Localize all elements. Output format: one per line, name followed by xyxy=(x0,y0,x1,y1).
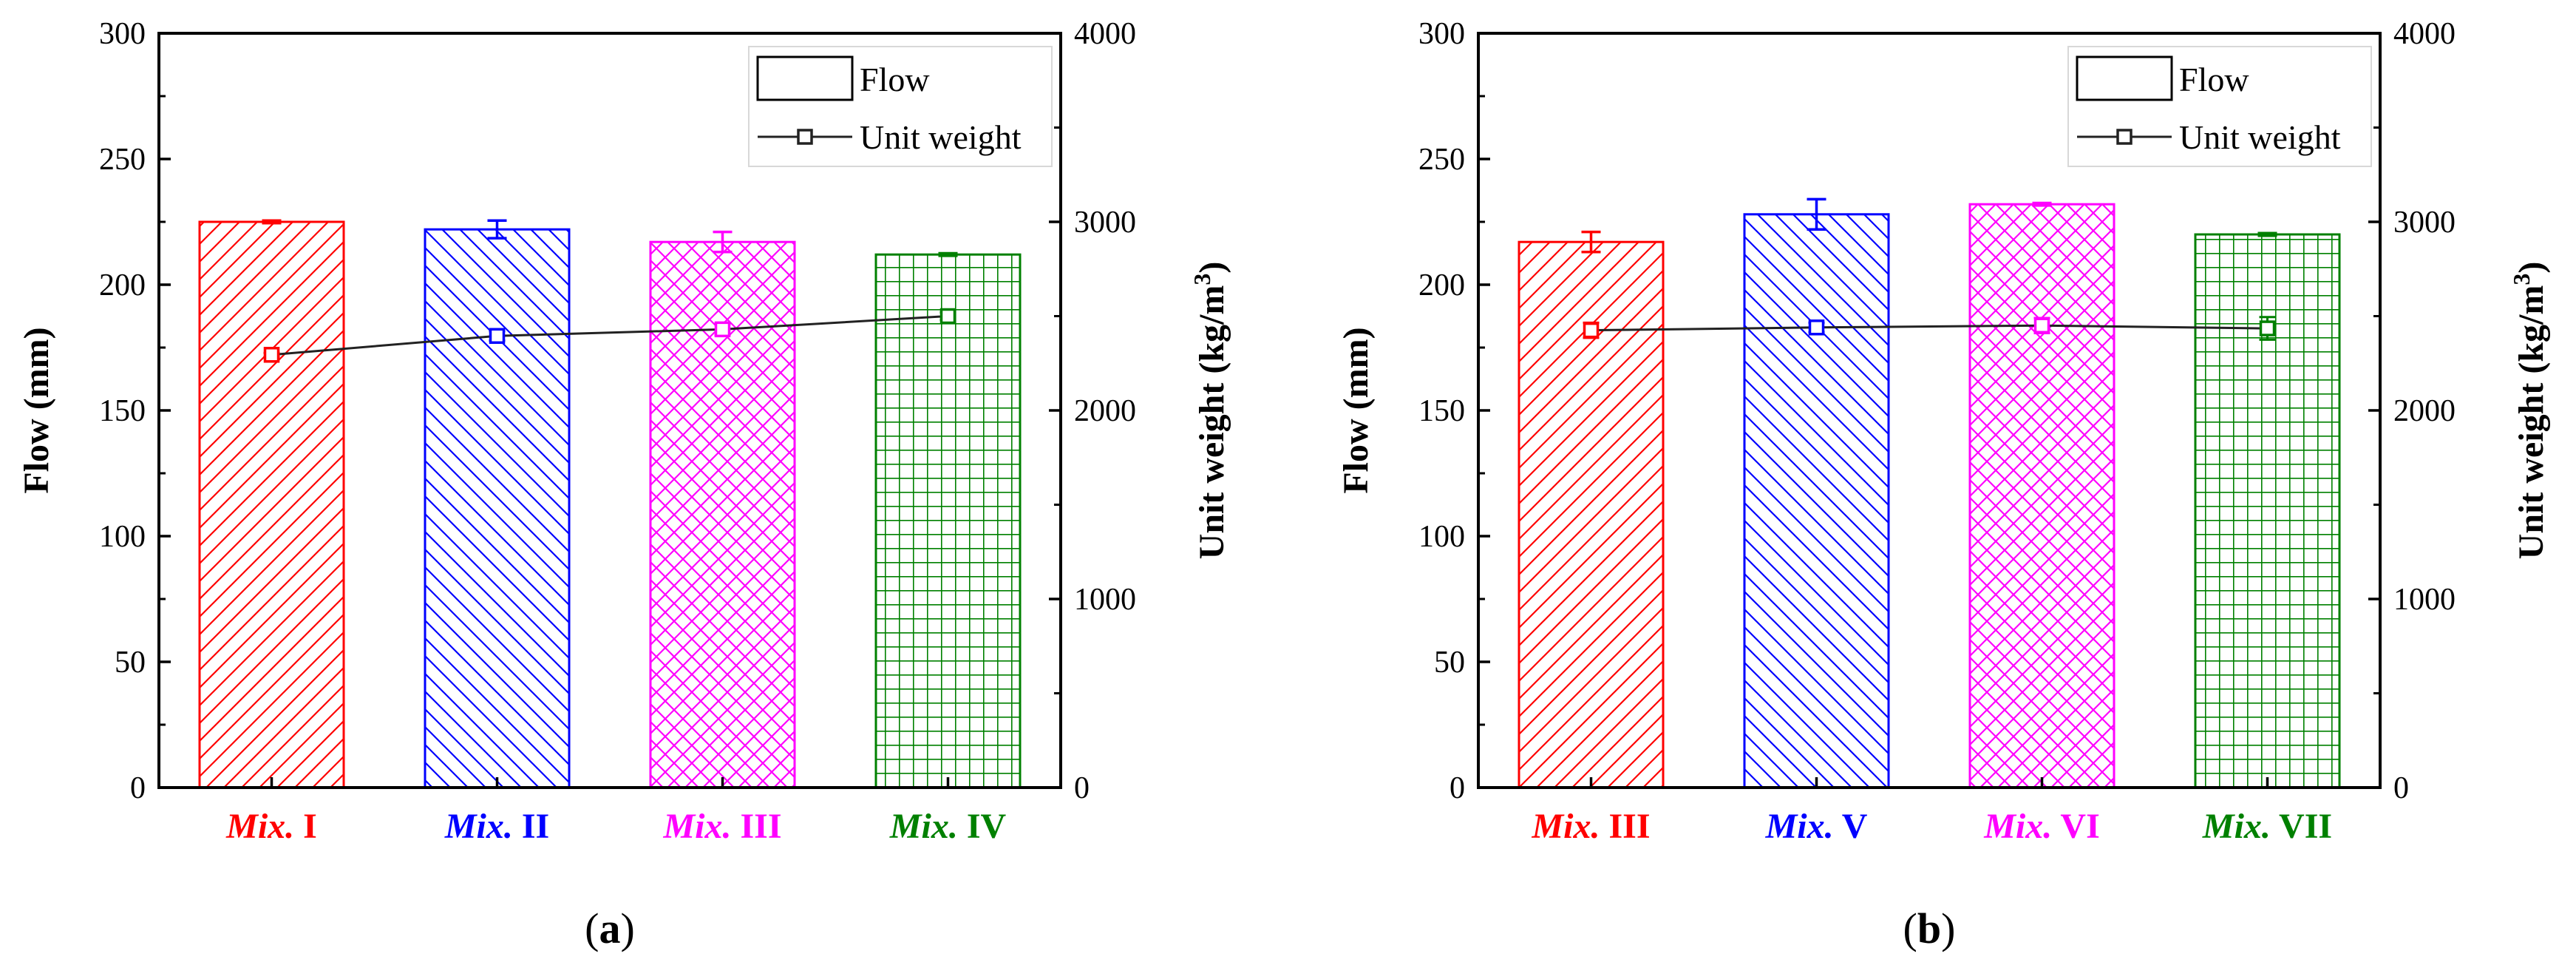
legend: Flow Unit weight xyxy=(2067,46,2372,167)
right-axis-title: Unit weight (kg/m3) xyxy=(2508,262,2551,560)
chart-panel-a: 05010015020025030001000200030004000Mix. … xyxy=(17,17,1231,952)
legend-unit-weight-label: Unit weight xyxy=(860,118,1022,156)
x-tick-label: Mix. V xyxy=(1765,807,1868,846)
left-axis-tick-label: 50 xyxy=(115,646,146,680)
x-tick-label-prefix: Mix. xyxy=(2202,807,2271,846)
legend-flow-swatch xyxy=(756,55,854,101)
x-tick-label-prefix: Mix. xyxy=(1983,807,2052,846)
flow-error-bar xyxy=(487,219,507,240)
left-axis-tick-label: 0 xyxy=(130,771,146,805)
unit-weight-line xyxy=(271,315,948,356)
x-tick-label-numeral: II xyxy=(513,807,549,846)
left-axis-title: Flow (mm) xyxy=(17,327,56,493)
right-axis-tick-label: 1000 xyxy=(2393,583,2456,617)
left-axis-tick-label: 0 xyxy=(1450,771,1465,805)
unit-weight-marker xyxy=(939,308,956,325)
x-tick-label-numeral: VI xyxy=(2052,807,2099,846)
unit-weight-marker xyxy=(489,328,506,345)
left-axis-tick-label: 250 xyxy=(99,143,146,177)
flow-error-bar xyxy=(1807,197,1826,231)
legend-unit-weight-marker xyxy=(2116,129,2132,145)
unit-weight-marker xyxy=(1583,322,1600,339)
flow-bar xyxy=(424,228,571,789)
unit-weight-marker xyxy=(1808,319,1825,336)
unit-weight-marker xyxy=(2033,317,2050,334)
unit-weight-marker xyxy=(263,347,280,363)
right-axis-tick-label: 0 xyxy=(2393,771,2409,805)
legend: Flow Unit weight xyxy=(748,46,1053,167)
x-tick-label-prefix: Mix. xyxy=(225,807,294,846)
x-tick-label: Mix. III xyxy=(1531,807,1650,846)
x-tick-label: Mix. II xyxy=(444,807,549,846)
right-axis-tick-label: 3000 xyxy=(1074,206,1136,240)
x-tick-label: Mix. VII xyxy=(2202,807,2332,846)
legend-flow-label: Flow xyxy=(860,61,930,98)
flow-error-bar xyxy=(1581,230,1601,254)
left-axis-tick-label: 200 xyxy=(1418,268,1465,302)
right-axis-tick-label: 4000 xyxy=(1074,17,1136,51)
unit-weight-line xyxy=(1591,324,2268,332)
legend-unit-weight-marker xyxy=(797,129,813,145)
left-axis-title: Flow (mm) xyxy=(1336,327,1376,493)
x-tick-label-numeral: V xyxy=(1834,807,1868,846)
flow-error-bar xyxy=(2032,201,2052,207)
left-axis-tick-label: 100 xyxy=(1418,520,1465,554)
unit-weight-marker xyxy=(2259,320,2276,336)
chart-panel-b: 05010015020025030001000200030004000Mix. … xyxy=(1336,17,2551,952)
x-tick-label-numeral: I xyxy=(294,807,317,846)
x-tick-label-prefix: Mix. xyxy=(662,807,731,846)
unit-weight-marker xyxy=(714,321,731,338)
x-tick-label: Mix. IV xyxy=(889,807,1007,846)
x-tick-label-numeral: III xyxy=(1600,807,1650,846)
left-axis-tick-label: 150 xyxy=(99,394,146,428)
x-tick-label-prefix: Mix. xyxy=(1765,807,1834,846)
legend-flow-label: Flow xyxy=(2179,61,2249,98)
flow-bar xyxy=(198,220,345,789)
left-axis-tick-label: 200 xyxy=(99,268,146,302)
flow-error-bar xyxy=(262,219,282,225)
x-tick-label-prefix: Mix. xyxy=(1531,807,1600,846)
left-axis-tick-label: 300 xyxy=(99,17,146,51)
x-tick-label-numeral: III xyxy=(731,807,781,846)
panel-label: (b) xyxy=(1903,904,1956,952)
flow-bar xyxy=(1968,203,2115,789)
flow-bar xyxy=(874,253,1022,789)
right-axis-title: Unit weight (kg/m3) xyxy=(1189,262,1231,560)
legend-unit-weight-label: Unit weight xyxy=(2179,118,2341,156)
left-axis-tick-label: 50 xyxy=(1434,646,1465,680)
left-axis-tick-label: 300 xyxy=(1418,17,1465,51)
right-axis-tick-label: 2000 xyxy=(2393,394,2456,428)
legend-flow-swatch xyxy=(2076,55,2173,101)
x-tick-label-prefix: Mix. xyxy=(444,807,513,846)
flow-bar xyxy=(1743,213,1890,789)
x-tick-label: Mix. I xyxy=(225,807,317,846)
flow-error-bar xyxy=(2257,231,2277,237)
right-axis-tick-label: 0 xyxy=(1074,771,1090,805)
left-axis-tick-label: 150 xyxy=(1418,394,1465,428)
left-axis-tick-label: 100 xyxy=(99,520,146,554)
x-tick-label: Mix. VI xyxy=(1983,807,2100,846)
right-axis-tick-label: 1000 xyxy=(1074,583,1136,617)
right-axis-tick-label: 3000 xyxy=(2393,206,2456,240)
right-axis-tick-label: 2000 xyxy=(1074,394,1136,428)
flow-error-bar xyxy=(713,230,733,254)
x-tick-label-prefix: Mix. xyxy=(889,807,958,846)
right-axis-tick-label: 4000 xyxy=(2393,17,2456,51)
x-tick-label-numeral: VII xyxy=(2271,807,2332,846)
panel-label: (a) xyxy=(585,904,635,952)
flow-error-bar xyxy=(938,251,958,257)
x-tick-label: Mix. III xyxy=(662,807,781,846)
x-tick-label-numeral: IV xyxy=(958,807,1007,846)
left-axis-tick-label: 250 xyxy=(1418,143,1465,177)
